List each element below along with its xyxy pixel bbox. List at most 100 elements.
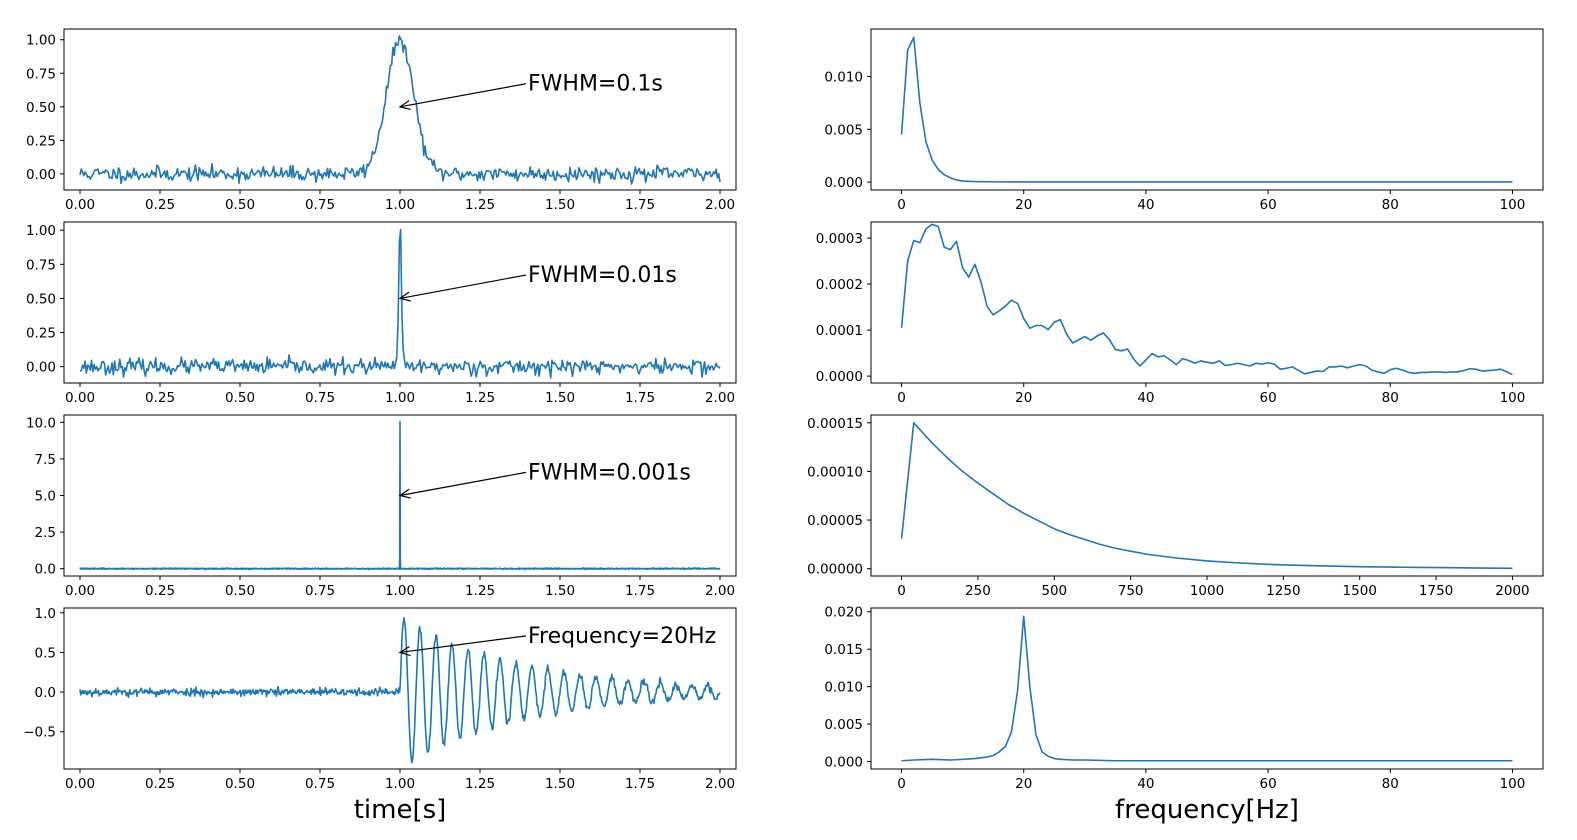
x-tick-label: 0.00 — [65, 390, 95, 406]
y-tick-label: 0.0000 — [816, 369, 863, 385]
x-tick-label: 20 — [1015, 776, 1032, 792]
y-tick-label: 0.50 — [26, 100, 56, 116]
x-tick-label: 40 — [1137, 197, 1154, 213]
x-tick-label: 1.25 — [465, 583, 495, 599]
annotation-arrow — [399, 471, 527, 497]
x-tick-label: 60 — [1259, 776, 1276, 792]
y-tick-label: 0.00005 — [807, 513, 863, 529]
series-line — [900, 36, 1513, 183]
x-tick-label: 40 — [1137, 390, 1154, 406]
x-tick-label: 2000 — [1495, 583, 1529, 599]
y-tick-label: 1.00 — [26, 33, 56, 49]
x-tick-label: 100 — [1500, 197, 1526, 213]
x-tick-label: 1000 — [1190, 583, 1224, 599]
x-tick-label: 1.50 — [545, 390, 575, 406]
y-tick-label: 0.75 — [26, 257, 56, 273]
annotation-arrow — [399, 274, 527, 299]
y-tick-label: 0.010 — [824, 70, 863, 86]
y-tick-label: 5.0 — [35, 489, 56, 505]
chart-freq-4: 0 20 40 60 80 100 0.000 0.005 0.010 0.015 0.020 — [824, 605, 1544, 792]
annotation-label: FWHM=0.1s — [528, 72, 663, 97]
x-tick-label: 2.00 — [705, 776, 735, 792]
series-line — [79, 228, 721, 379]
annotation-arrow — [399, 83, 527, 108]
x-tick-label: 100 — [1500, 776, 1526, 792]
x-tick-label: 0.75 — [305, 583, 335, 599]
series-line — [79, 420, 721, 571]
y-tick-label: 1.00 — [26, 223, 56, 239]
y-tick-label: 0.000 — [824, 755, 863, 771]
y-tick-label: 0.020 — [824, 605, 863, 621]
chart-time-2: 0.00 0.25 0.50 0.75 1.00 1.25 1.50 1.75 2.00 0.00… — [26, 221, 737, 406]
annotation-arrowhead — [398, 488, 411, 499]
x-tick-label: 2.00 — [705, 583, 735, 599]
x-tick-label: 1.25 — [465, 776, 495, 792]
x-tick-label: 0 — [897, 583, 906, 599]
annotation-label: FWHM=0.01s — [528, 263, 677, 288]
chart-time-4: 0.00 0.25 0.50 0.75 1.00 1.25 1.50 1.75 2.00 −0.5… — [23, 606, 737, 792]
x-tick-label: 20 — [1015, 197, 1032, 213]
x-tick-label: 1.75 — [625, 583, 655, 599]
frequency-axis-label: frequency[Hz] — [1115, 795, 1299, 825]
x-tick-label: 0.75 — [305, 197, 335, 213]
x-tick-label: 2.00 — [705, 197, 735, 213]
x-tick-label: 0 — [897, 390, 906, 406]
x-tick-label: 0.00 — [65, 583, 95, 599]
x-tick-label: 1.75 — [625, 390, 655, 406]
y-tick-label: 0.00010 — [807, 464, 863, 480]
x-tick-label: 0.25 — [145, 776, 175, 792]
x-tick-label: 0.00 — [65, 776, 95, 792]
time-axis-label: time[s] — [354, 795, 447, 825]
x-tick-label: 0.25 — [145, 583, 175, 599]
annotation-arrow — [399, 635, 527, 654]
y-tick-label: 0.25 — [26, 326, 56, 342]
x-tick-label: 0.50 — [225, 390, 255, 406]
x-tick-label: 60 — [1259, 390, 1276, 406]
axes-frame — [870, 414, 1544, 577]
y-tick-label: 0.005 — [824, 122, 863, 138]
annotation-label: Frequency=20Hz — [528, 624, 716, 649]
x-tick-label: 0.25 — [145, 390, 175, 406]
x-tick-label: 1.50 — [545, 776, 575, 792]
y-tick-label: 2.5 — [35, 525, 56, 541]
x-tick-label: 60 — [1259, 197, 1276, 213]
y-tick-label: 0.50 — [26, 291, 56, 307]
x-tick-label: 2.00 — [705, 390, 735, 406]
x-tick-label: 1500 — [1343, 583, 1377, 599]
x-tick-label: 0.75 — [305, 390, 335, 406]
axes-frame — [63, 28, 737, 191]
x-tick-label: 0.75 — [305, 776, 335, 792]
y-tick-label: 0.010 — [824, 680, 863, 696]
axes-frame — [870, 28, 1544, 191]
y-tick-label: 0.0 — [35, 685, 56, 701]
chart-freq-2: 0 20 40 60 80 100 0.0000 0.0001 0.0002 0.0003 — [816, 221, 1544, 406]
y-tick-label: 0.25 — [26, 133, 56, 149]
x-tick-label: 0.50 — [225, 197, 255, 213]
x-tick-label: 80 — [1382, 197, 1399, 213]
x-tick-label: 1.75 — [625, 776, 655, 792]
x-tick-label: 1.00 — [385, 197, 415, 213]
annotation-arrowhead — [398, 646, 411, 657]
axes-frame — [870, 607, 1544, 770]
annotation-arrowhead — [398, 100, 411, 110]
y-tick-label: 0.75 — [26, 66, 56, 82]
x-tick-label: 100 — [1500, 390, 1526, 406]
x-tick-label: 1.50 — [545, 197, 575, 213]
x-tick-label: 250 — [965, 583, 991, 599]
series-line — [901, 615, 1513, 762]
y-tick-label: 0.0003 — [816, 231, 863, 247]
y-tick-label: 0.0001 — [816, 323, 863, 339]
x-tick-label: 0 — [897, 197, 906, 213]
x-tick-label: 1250 — [1266, 583, 1300, 599]
chart-freq-1: 0 20 40 60 80 100 0.000 0.005 0.010 — [824, 28, 1544, 213]
axes-frame — [870, 221, 1544, 384]
y-tick-label: 0.000 — [824, 175, 863, 191]
y-tick-label: 0.015 — [824, 642, 863, 658]
chart-time-1: 0.00 0.25 0.50 0.75 1.00 1.25 1.50 1.75 2.00 0.00… — [26, 28, 737, 213]
x-tick-label: 1.00 — [385, 776, 415, 792]
y-tick-label: 0.00015 — [807, 416, 863, 432]
y-tick-label: 0.00 — [26, 167, 56, 183]
y-tick-label: 0.5 — [35, 645, 56, 661]
chart-time-3: 0.00 0.25 0.50 0.75 1.00 1.25 1.50 1.75 2.00 0.0 2… — [26, 414, 737, 599]
x-tick-label: 1.00 — [385, 390, 415, 406]
